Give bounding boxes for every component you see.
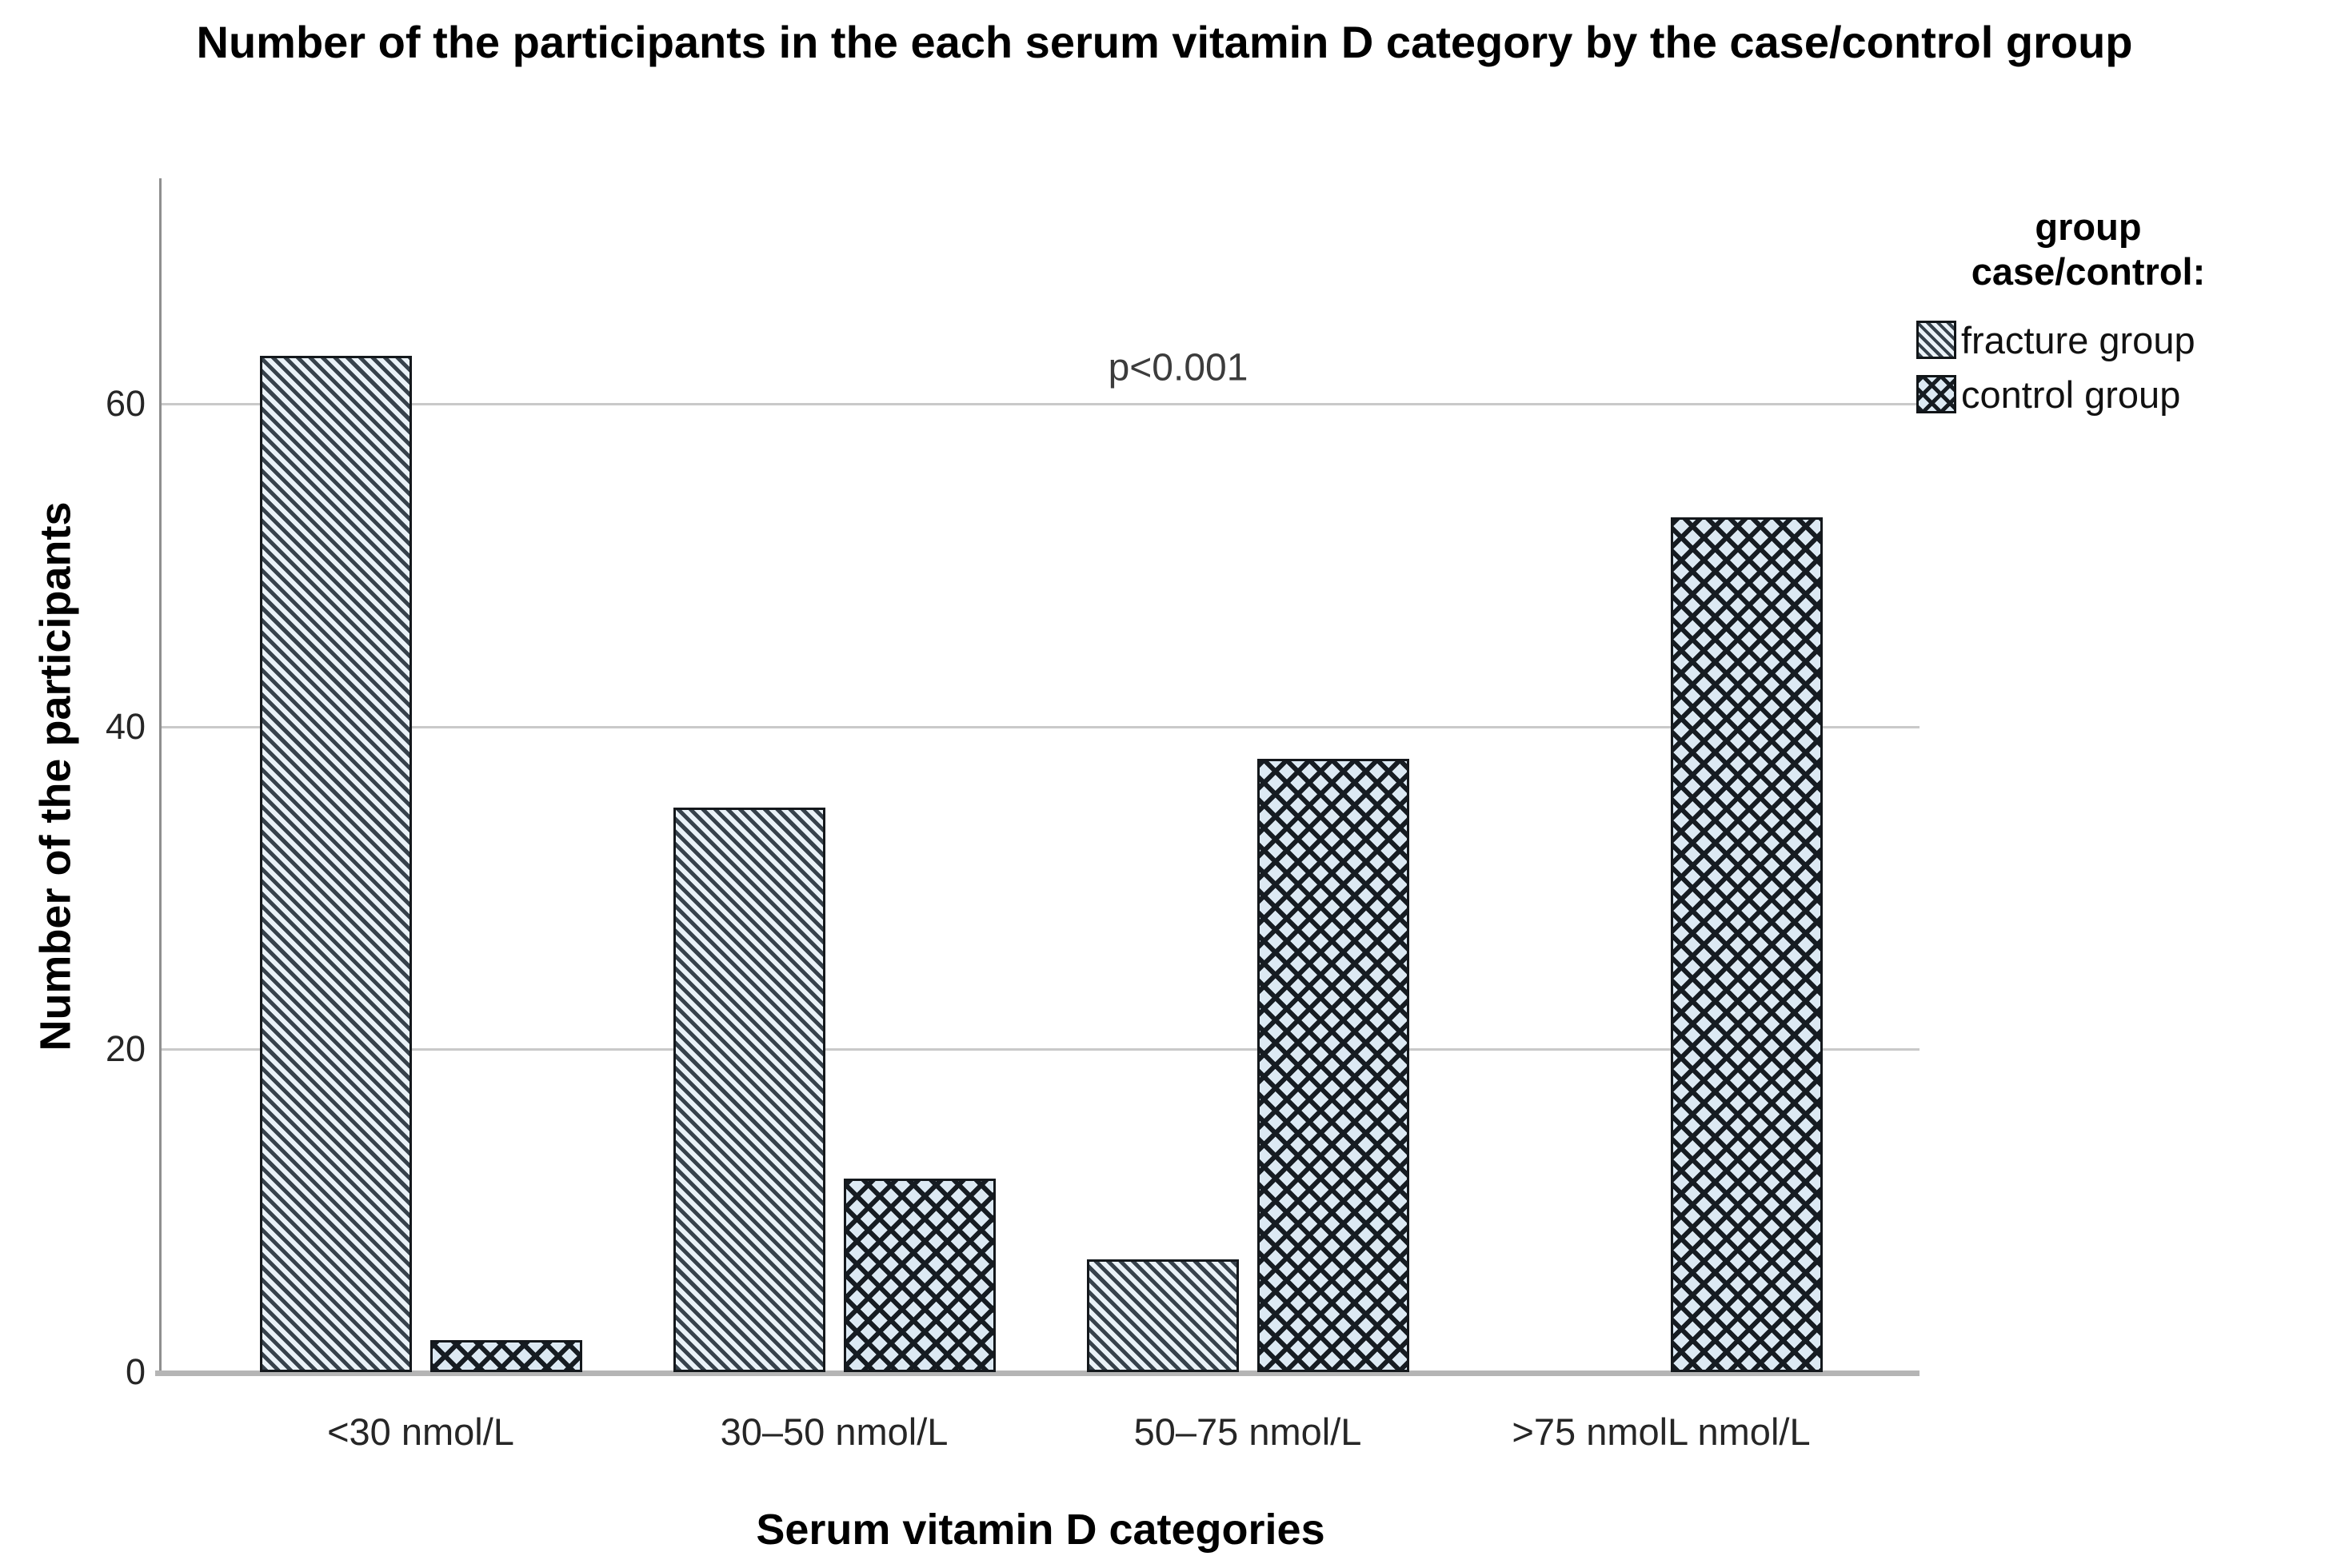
- bar-control-group-cat1: [843, 1178, 996, 1372]
- x-tick-label-cat2: 50–75 nmol/L: [1133, 1410, 1362, 1453]
- bar-control-group-cat2: [1256, 759, 1409, 1372]
- x-axis-title: Serum vitamin D categories: [756, 1506, 1325, 1554]
- gridline-y-20: [162, 1048, 1920, 1051]
- y-axis-line: [159, 178, 162, 1372]
- legend-label-control-group: control group: [1961, 373, 2181, 416]
- y-tick-label-60: 60: [105, 383, 146, 425]
- gridline-y-40: [162, 725, 1920, 728]
- legend-title-line1: group: [2035, 205, 2142, 248]
- x-axis-baseline: [155, 1371, 1920, 1376]
- x-tick-label-cat0: <30 nmol/L: [327, 1410, 514, 1453]
- bar-fracture-group-cat1: [673, 807, 825, 1372]
- bar-fracture-group-cat0: [259, 355, 412, 1372]
- gridline-y-60: [162, 403, 1920, 406]
- legend-title: group case/control:: [1916, 205, 2260, 294]
- legend: group case/control: fracture group contr…: [1916, 205, 2260, 425]
- chart-title: Number of the participants in the each s…: [196, 17, 2133, 67]
- bar-fracture-group-cat2: [1086, 1259, 1239, 1372]
- x-tick-label-cat1: 30–50 nmol/L: [720, 1410, 949, 1453]
- plot-area: p<0.001: [155, 178, 1920, 1376]
- bar-control-group-cat0: [429, 1339, 582, 1372]
- y-tick-label-40: 40: [105, 705, 146, 747]
- diagonal-hatch-swatch-icon: [1916, 321, 1956, 359]
- y-tick-label-0: 0: [125, 1351, 146, 1392]
- legend-title-line2: case/control:: [1971, 250, 2206, 293]
- y-tick-label-20: 20: [105, 1028, 146, 1070]
- p-value-annotation: p<0.001: [1108, 346, 1248, 389]
- y-axis-title: Number of the participants: [31, 501, 80, 1051]
- legend-item-control-group: control group: [1916, 371, 2260, 417]
- legend-items: fracture group control group: [1916, 317, 2260, 417]
- x-tick-label-cat3: >75 nmolL nmol/L: [1512, 1410, 1811, 1453]
- cross-hatch-swatch-icon: [1916, 375, 1956, 413]
- bar-control-group-cat3: [1670, 517, 1823, 1372]
- legend-item-fracture-group: fracture group: [1916, 317, 2260, 363]
- legend-label-fracture-group: fracture group: [1961, 318, 2195, 361]
